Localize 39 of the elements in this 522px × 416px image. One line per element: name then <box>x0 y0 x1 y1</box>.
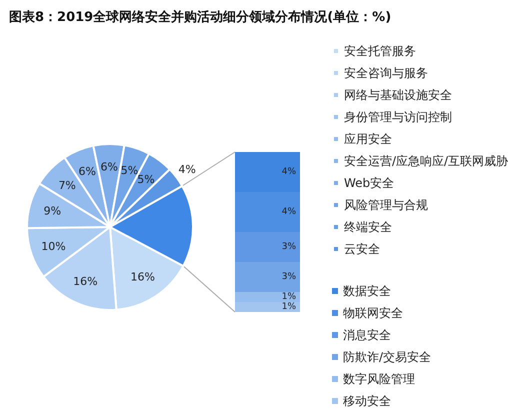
data-label: 6% <box>78 165 96 178</box>
data-label: 16% <box>73 274 98 288</box>
data-label: 4% <box>282 207 296 217</box>
legend-label: 移动安全 <box>343 394 391 408</box>
chart-title: 图表8：2019全球网络安全并购活动细分领域分布情况(单位：%) <box>9 9 392 25</box>
legend-label: Web安全 <box>344 176 394 190</box>
legend-label: 安全咨询与服务 <box>344 66 428 80</box>
legend-label: 应用安全 <box>344 132 392 146</box>
legend-label: 安全运营/应急响应/互联网威胁 <box>344 154 508 168</box>
legend-label: 网络与基础设施安全 <box>344 88 452 102</box>
legend-label: 云安全 <box>344 242 380 256</box>
bar <box>235 262 300 292</box>
data-label: 6% <box>100 160 118 174</box>
data-label: 5% <box>137 172 155 186</box>
data-label: 9% <box>44 204 62 218</box>
bar <box>235 292 300 302</box>
data-label: 16% <box>130 270 155 284</box>
data-label: 4% <box>282 167 296 177</box>
data-label: 1% <box>282 292 296 302</box>
data-label: 3% <box>282 272 296 282</box>
legend-label: 数据安全 <box>343 284 391 298</box>
data-label: 4% <box>178 162 196 176</box>
data-label: 7% <box>58 178 76 192</box>
legend-label: 风险管理与合规 <box>344 198 428 212</box>
data-label: 10% <box>41 240 66 253</box>
legend-label: 安全托管服务 <box>344 44 416 58</box>
legend-label: 物联网安全 <box>343 306 403 320</box>
data-label: 3% <box>282 242 296 252</box>
bar <box>235 192 300 232</box>
bar <box>235 152 300 192</box>
bar <box>235 232 300 262</box>
legend-label: 终端安全 <box>344 220 392 234</box>
legend-label: 防欺诈/交易安全 <box>343 350 432 364</box>
legend-label: 消息安全 <box>343 328 391 342</box>
bar <box>235 302 300 312</box>
legend-label: 身份管理与访问控制 <box>344 110 452 124</box>
data-label: 1% <box>282 302 296 312</box>
data-label: 5% <box>120 164 138 177</box>
legend-label: 数字风险管理 <box>343 372 415 386</box>
